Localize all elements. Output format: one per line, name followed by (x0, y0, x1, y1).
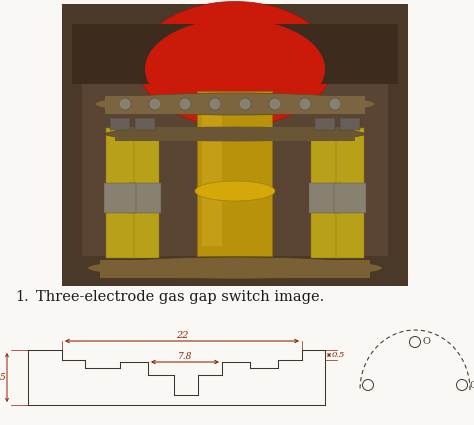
Bar (315, 118, 335, 130)
Bar (131, 203, 159, 258)
Text: O: O (423, 337, 431, 346)
Bar (202, 101, 222, 246)
Text: 1.: 1. (15, 290, 29, 304)
Bar (334, 183, 366, 213)
Circle shape (209, 98, 221, 110)
Bar (129, 183, 161, 213)
Circle shape (149, 98, 161, 110)
Bar (105, 96, 365, 114)
Bar (62, 4, 408, 286)
Text: 22: 22 (176, 331, 188, 340)
Text: 5: 5 (0, 373, 6, 382)
Bar (106, 203, 134, 258)
Bar (100, 260, 370, 278)
Bar (106, 128, 134, 188)
Ellipse shape (145, 19, 325, 119)
Circle shape (299, 98, 311, 110)
Ellipse shape (137, 2, 332, 127)
Ellipse shape (105, 127, 365, 141)
Ellipse shape (195, 181, 275, 201)
Bar (131, 128, 159, 188)
Bar (336, 128, 364, 188)
Circle shape (119, 98, 131, 110)
Text: C: C (470, 380, 474, 389)
Ellipse shape (88, 257, 383, 279)
Circle shape (179, 98, 191, 110)
Bar (336, 203, 364, 258)
Bar (72, 24, 398, 84)
Text: 7.8: 7.8 (178, 352, 192, 361)
Bar (115, 127, 355, 141)
Circle shape (329, 98, 341, 110)
Bar (311, 203, 339, 258)
Circle shape (269, 98, 281, 110)
Text: 0.5: 0.5 (332, 351, 346, 359)
Bar (340, 118, 360, 130)
Bar (82, 34, 388, 256)
Ellipse shape (95, 93, 375, 115)
Circle shape (239, 98, 251, 110)
Text: Three-electrode gas gap switch image.: Three-electrode gas gap switch image. (36, 290, 324, 304)
Bar (311, 128, 339, 188)
Bar (198, 91, 273, 256)
Bar (110, 118, 130, 130)
Bar (135, 118, 155, 130)
Bar (104, 183, 136, 213)
Bar (309, 183, 341, 213)
